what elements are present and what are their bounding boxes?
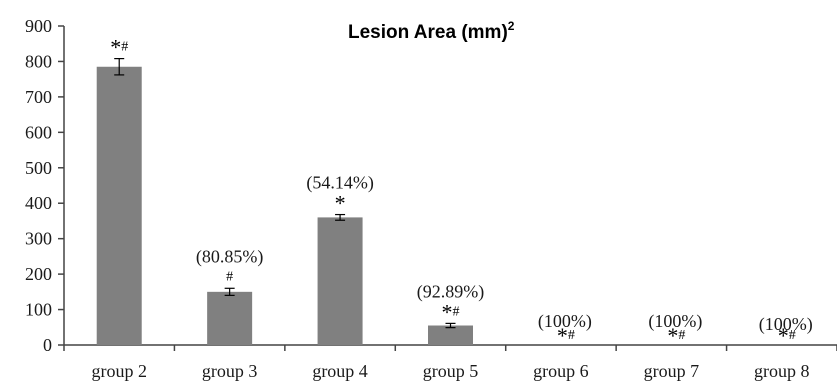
- percent-label: (100%): [648, 311, 702, 332]
- y-tick-label: 0: [43, 335, 52, 355]
- significance-label: *#: [778, 323, 796, 348]
- bar: [317, 217, 363, 345]
- percent-label: (92.89%): [417, 281, 484, 302]
- x-tick-label: group 8: [754, 361, 810, 381]
- significance-label: #: [226, 269, 233, 284]
- significance-label: *#: [442, 299, 460, 324]
- y-tick-label: 200: [25, 264, 52, 284]
- y-tick-label: 600: [25, 122, 52, 142]
- x-tick-label: group 2: [91, 361, 147, 381]
- percent-label: (100%): [538, 311, 592, 332]
- chart-title: Lesion Area (mm)2: [348, 19, 515, 43]
- y-tick-label: 900: [25, 16, 52, 36]
- bar: [207, 291, 253, 345]
- y-ticks: 0 100 200 300 400 500 600 700 800 900: [25, 16, 64, 355]
- bar: [428, 325, 473, 345]
- x-tick-label: group 5: [423, 361, 479, 381]
- x-tick-label: group 3: [202, 361, 258, 381]
- significance-label: *#: [110, 35, 128, 60]
- significance-label: *: [335, 191, 346, 216]
- y-tick-label: 100: [25, 300, 52, 320]
- significance-label: *#: [557, 323, 575, 348]
- percent-label: (54.14%): [306, 173, 373, 194]
- x-tick-label: group 4: [312, 361, 368, 381]
- error-bars: [114, 58, 456, 329]
- x-tick-label: group 7: [644, 361, 700, 381]
- y-tick-label: 800: [25, 51, 52, 71]
- y-tick-label: 700: [25, 87, 52, 107]
- significance-labels: *# # * *# *# *# *#: [110, 35, 796, 348]
- x-tick-label: group 6: [533, 361, 589, 381]
- percent-labels: (80.85%) (54.14%) (92.89%) (100%) (100%) (100…: [196, 173, 813, 335]
- bars: [96, 66, 473, 345]
- bar: [96, 66, 142, 345]
- y-tick-label: 300: [25, 229, 52, 249]
- y-tick-label: 400: [25, 193, 52, 213]
- percent-label: (80.85%): [196, 246, 263, 267]
- percent-label: (100%): [759, 314, 813, 335]
- x-ticks: group 2 group 3 group 4 group 5 group 6 group…: [63, 345, 837, 381]
- y-tick-label: 500: [25, 158, 52, 178]
- significance-label: *#: [667, 323, 685, 348]
